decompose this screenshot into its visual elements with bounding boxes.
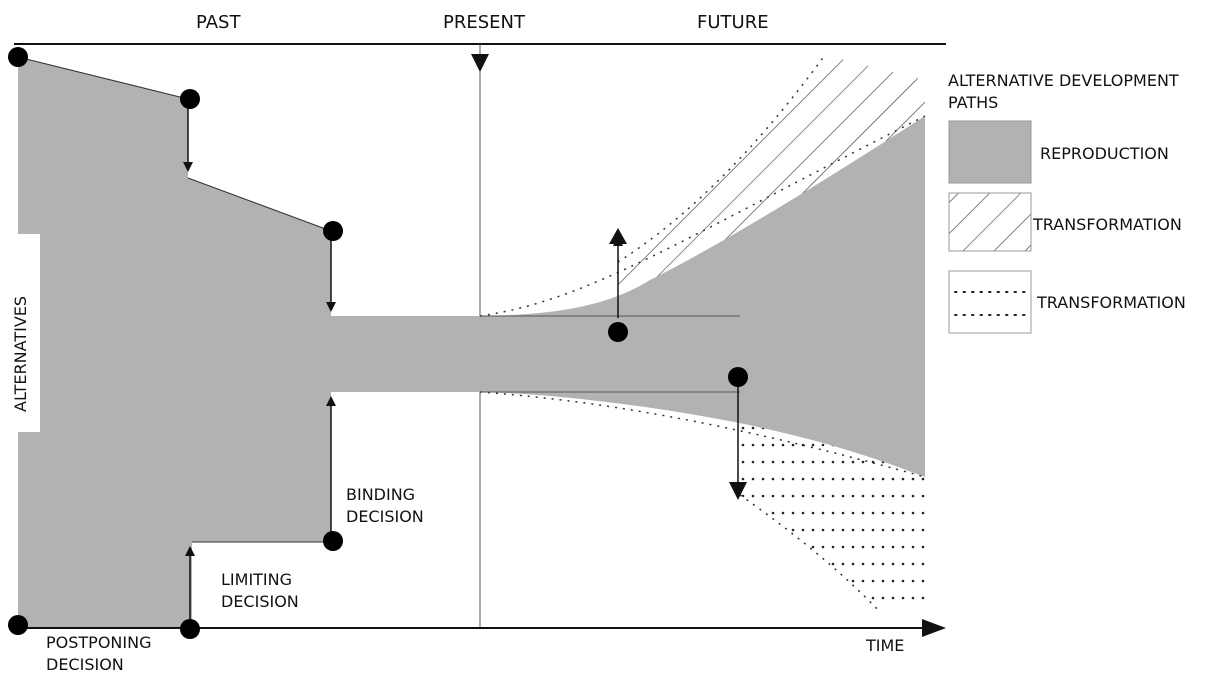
legend-label-transformation-hatch: TRANSFORMATION [1032,215,1182,234]
limiting-decision-label: LIMITING [221,570,292,589]
arrow-down-future-head-icon [729,482,747,500]
binding-decision-label: BINDING [346,485,415,504]
decision-point [8,615,28,635]
era-label-past: PAST [196,12,241,33]
decision-point [323,221,343,241]
legend-swatch-reproduction [948,120,1032,184]
legend-title: ALTERNATIVE DEVELOPMENT [948,71,1179,90]
arrow-up-future-head-icon [609,228,627,244]
alternatives-label-bg [0,234,40,432]
era-label-future: FUTURE [697,12,769,33]
legend-title: PATHS [948,93,998,112]
postponing-decision-label: POSTPONING [46,633,151,652]
future-boundary-dotted-bottom [739,494,881,613]
decision-point [180,89,200,109]
past-edge-1 [17,56,189,100]
future-boundary-dotted-top [617,54,826,263]
reproduction-future-area [480,116,925,477]
limiting-decision-label: DECISION [221,592,299,611]
alternatives-label: ALTERNATIVES [11,296,30,412]
decision-point [728,367,748,387]
time-axis-label: TIME [865,636,904,655]
postponing-decision-label: DECISION [46,655,124,674]
time-axis-arrow-icon [922,619,946,637]
legend-swatch-transformation-dotted [948,270,1032,334]
legend-label-transformation-dotted: TRANSFORMATION [1036,293,1186,312]
present-arrow-icon [471,54,489,72]
decision-point [180,619,200,639]
reproduction-past-area [18,57,480,628]
future-boundary-dotted-upper [479,115,926,317]
past-edge-2 [187,177,332,232]
legend-swatch-transformation-hatch [948,192,1032,252]
era-label-present: PRESENT [443,12,526,33]
decision-point [608,322,628,342]
legend-label-reproduction: REPRODUCTION [1040,144,1169,163]
binding-decision-label: DECISION [346,507,424,526]
decision-point [8,47,28,67]
decision-point [323,531,343,551]
